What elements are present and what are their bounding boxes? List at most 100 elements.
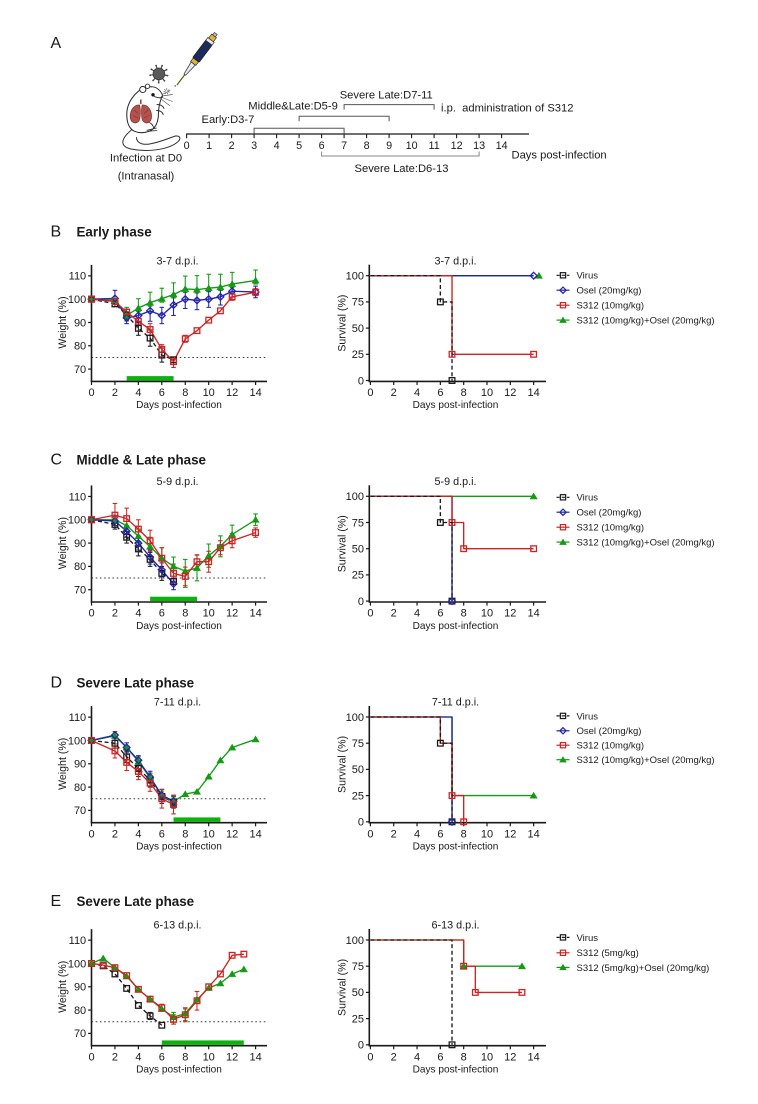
svg-text:0: 0: [88, 1051, 94, 1063]
svg-text:Days post-infection: Days post-infection: [136, 842, 222, 853]
svg-text:14: 14: [527, 828, 539, 840]
svg-text:100: 100: [68, 515, 86, 527]
svg-text:12: 12: [504, 387, 516, 399]
svg-text:i.p. administration of S312: i.p. administration of S312: [441, 103, 573, 115]
svg-text:8: 8: [182, 828, 188, 840]
svg-text:0: 0: [358, 817, 364, 829]
svg-text:Infection at D0: Infection at D0: [110, 153, 182, 165]
svg-text:0: 0: [358, 1040, 364, 1052]
svg-text:75: 75: [352, 297, 364, 309]
svg-text:Weight (%): Weight (%): [57, 517, 69, 569]
svg-text:Virus: Virus: [577, 933, 599, 944]
svg-text:80: 80: [74, 341, 86, 353]
svg-text:10: 10: [203, 828, 215, 840]
svg-text:13: 13: [473, 140, 485, 152]
svg-text:Days post-infection: Days post-infection: [413, 1065, 499, 1076]
svg-text:5: 5: [296, 140, 302, 152]
svg-text:12: 12: [226, 608, 238, 620]
svg-text:S312 (10mg/kg)+Osel (20mg/kg): S312 (10mg/kg)+Osel (20mg/kg): [577, 538, 715, 549]
svg-text:5-9 d.p.i.: 5-9 d.p.i.: [156, 476, 198, 488]
svg-text:8: 8: [461, 1051, 467, 1063]
svg-text:8: 8: [182, 608, 188, 620]
svg-text:Early phase: Early phase: [77, 225, 152, 240]
svg-text:50: 50: [352, 987, 364, 999]
svg-text:D: D: [51, 675, 63, 692]
svg-text:110: 110: [69, 491, 87, 503]
svg-text:10: 10: [481, 828, 493, 840]
svg-text:Survival (%): Survival (%): [337, 736, 349, 793]
svg-text:14: 14: [249, 387, 261, 399]
svg-text:2: 2: [391, 1051, 397, 1063]
svg-text:3-7 d.p.i.: 3-7 d.p.i.: [156, 255, 198, 267]
svg-text:80: 80: [74, 782, 86, 794]
svg-text:Severe Late phase: Severe Late phase: [77, 894, 195, 909]
svg-text:Survival (%): Survival (%): [337, 959, 349, 1016]
svg-text:Virus: Virus: [577, 711, 599, 722]
svg-text:Days post-infection: Days post-infection: [413, 842, 499, 853]
svg-text:4: 4: [135, 828, 141, 840]
svg-text:0: 0: [367, 828, 373, 840]
svg-text:10: 10: [481, 1051, 493, 1063]
svg-text:4: 4: [274, 140, 280, 152]
svg-text:8: 8: [364, 140, 370, 152]
svg-text:0: 0: [184, 140, 190, 152]
svg-text:2: 2: [229, 140, 235, 152]
svg-text:2: 2: [112, 608, 118, 620]
svg-text:100: 100: [68, 735, 86, 747]
svg-text:14: 14: [527, 608, 539, 620]
svg-text:10: 10: [203, 387, 215, 399]
svg-text:0: 0: [88, 828, 94, 840]
svg-text:S312 (10mg/kg): S312 (10mg/kg): [577, 301, 645, 312]
svg-text:S312 (5mg/kg): S312 (5mg/kg): [577, 948, 639, 959]
svg-text:S312 (5mg/kg)+Osel (20mg/kg): S312 (5mg/kg)+Osel (20mg/kg): [577, 963, 710, 974]
svg-text:6: 6: [159, 828, 165, 840]
svg-text:6: 6: [437, 1051, 443, 1063]
svg-text:2: 2: [391, 828, 397, 840]
svg-text:Severe Late phase: Severe Late phase: [77, 676, 195, 691]
svg-text:0: 0: [367, 1051, 373, 1063]
svg-text:0: 0: [88, 608, 94, 620]
svg-text:0: 0: [367, 608, 373, 620]
svg-text:C: C: [51, 452, 63, 469]
svg-text:90: 90: [74, 317, 86, 329]
svg-text:Early:D3-7: Early:D3-7: [202, 114, 255, 126]
svg-text:12: 12: [226, 1051, 238, 1063]
svg-text:0: 0: [358, 375, 364, 387]
svg-text:2: 2: [391, 387, 397, 399]
svg-text:1: 1: [206, 140, 212, 152]
svg-text:7-11 d.p.i.: 7-11 d.p.i.: [154, 697, 201, 709]
svg-text:10: 10: [406, 140, 418, 152]
svg-text:12: 12: [504, 608, 516, 620]
svg-text:Severe Late:D6-13: Severe Late:D6-13: [355, 163, 449, 175]
svg-text:90: 90: [74, 982, 86, 994]
svg-text:6: 6: [437, 608, 443, 620]
svg-text:25: 25: [352, 349, 364, 361]
svg-text:6-13 d.p.i.: 6-13 d.p.i.: [153, 920, 201, 932]
svg-text:0: 0: [88, 387, 94, 399]
svg-text:110: 110: [69, 271, 87, 283]
svg-text:75: 75: [352, 517, 364, 529]
svg-text:Days post-infection: Days post-infection: [413, 400, 499, 411]
svg-text:90: 90: [74, 538, 86, 550]
svg-text:Days post-infection: Days post-infection: [136, 621, 222, 632]
svg-text:100: 100: [346, 491, 364, 503]
svg-text:11: 11: [428, 140, 439, 152]
svg-text:S312 (10mg/kg): S312 (10mg/kg): [577, 523, 645, 534]
svg-text:50: 50: [352, 544, 364, 556]
svg-text:0: 0: [367, 387, 373, 399]
svg-text:8: 8: [182, 1051, 188, 1063]
svg-text:80: 80: [74, 561, 86, 573]
svg-text:6-13 d.p.i.: 6-13 d.p.i.: [431, 920, 479, 932]
svg-text:75: 75: [352, 738, 364, 750]
svg-text:5-9 d.p.i.: 5-9 d.p.i.: [434, 476, 476, 488]
svg-text:12: 12: [226, 387, 238, 399]
svg-text:2: 2: [391, 608, 397, 620]
svg-text:8: 8: [461, 828, 467, 840]
svg-text:50: 50: [352, 323, 364, 335]
svg-text:Severe Late:D7-11: Severe Late:D7-11: [340, 90, 433, 102]
svg-text:10: 10: [481, 387, 493, 399]
svg-text:Middle & Late phase: Middle & Late phase: [77, 453, 206, 468]
svg-text:14: 14: [496, 140, 508, 152]
svg-text:4: 4: [414, 1051, 420, 1063]
svg-text:70: 70: [74, 364, 86, 376]
